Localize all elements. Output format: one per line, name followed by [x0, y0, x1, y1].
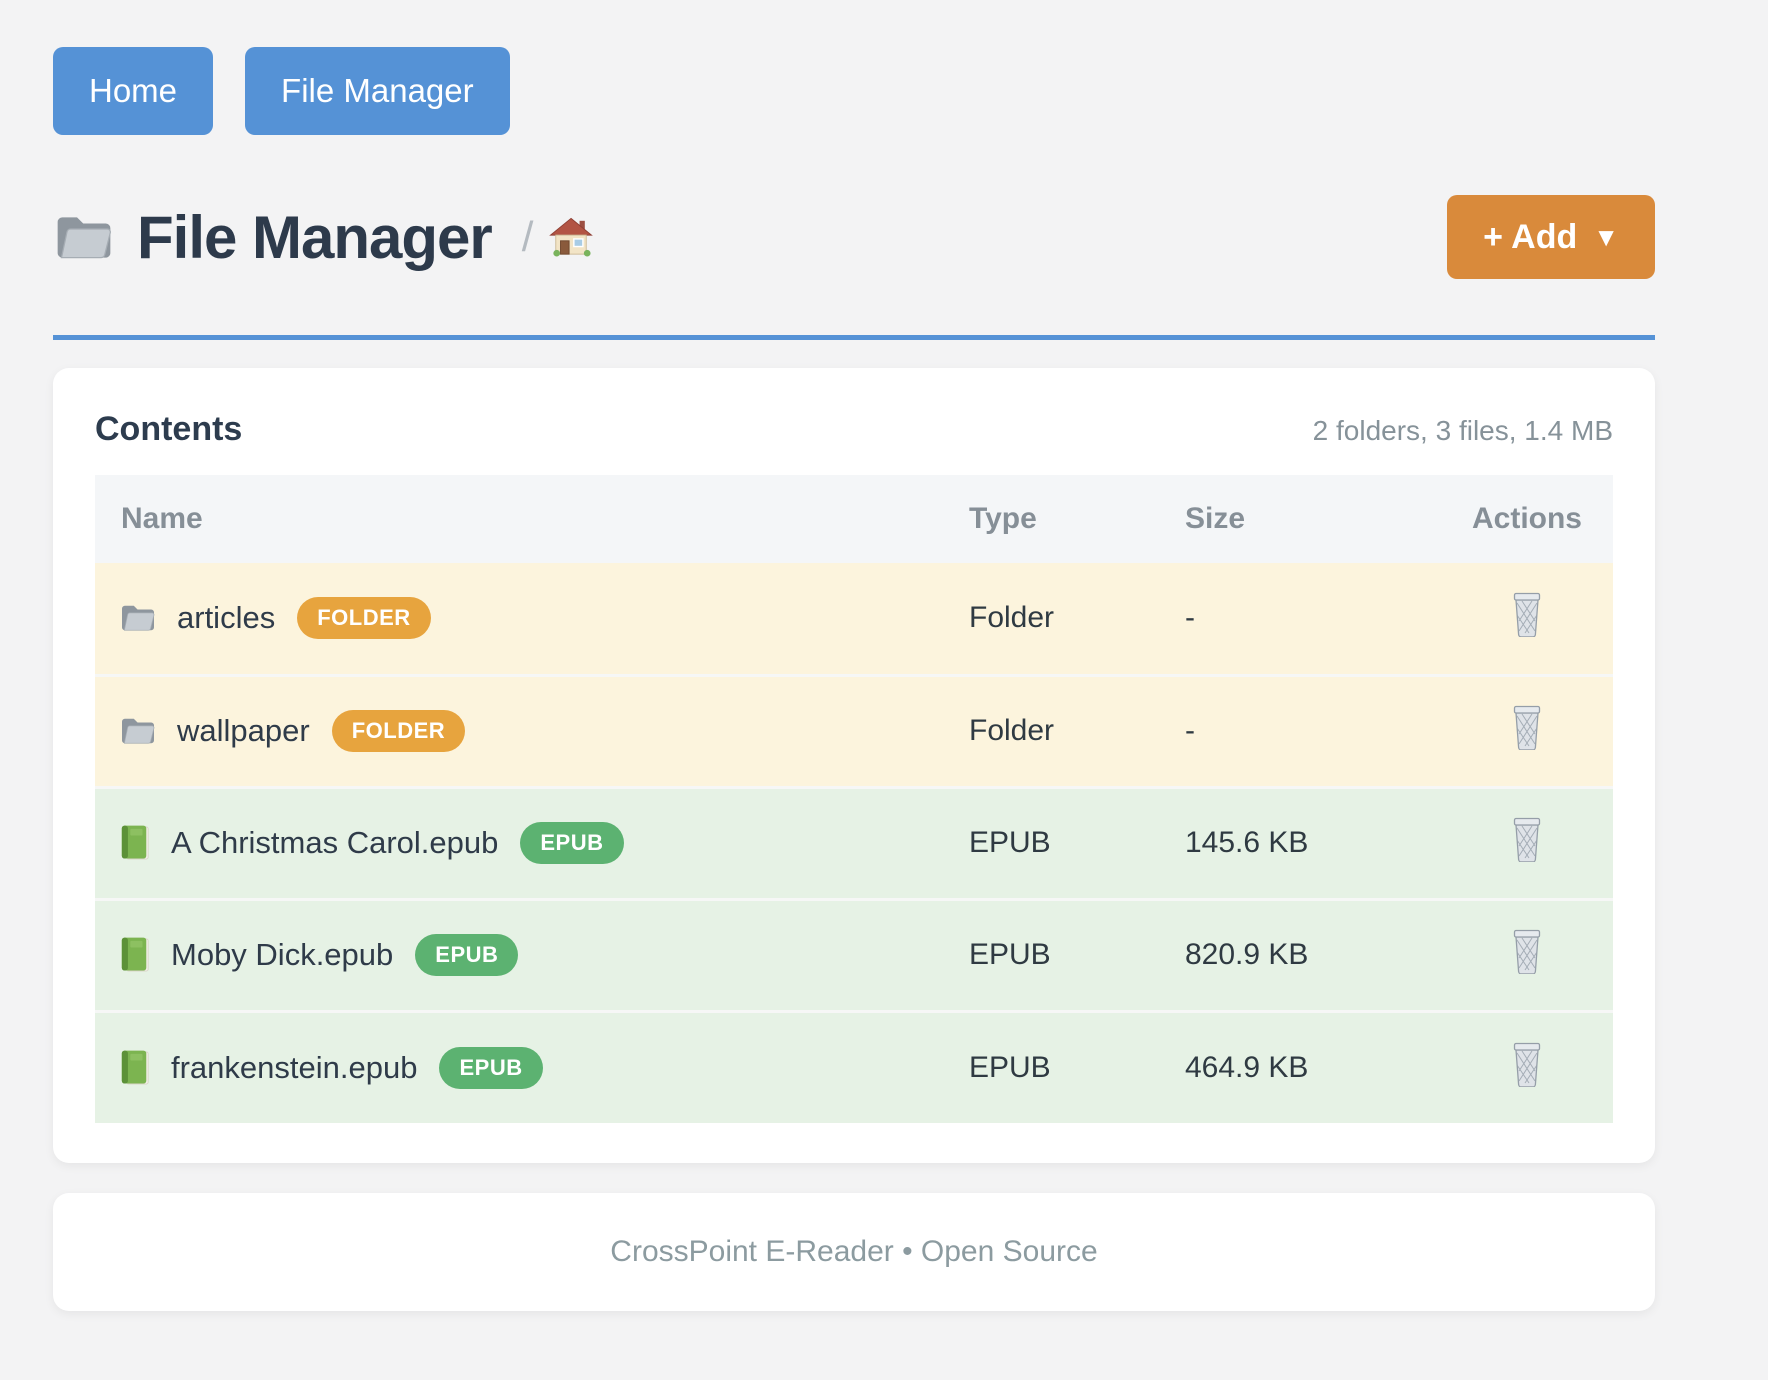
nav-file-manager-button[interactable]: File Manager: [245, 47, 510, 135]
size-cell: -: [1185, 714, 1195, 747]
folder-icon: [119, 715, 157, 747]
trash-icon: [1509, 1041, 1545, 1087]
file-table-body: articles FOLDER Folder -: [95, 563, 1613, 1123]
contents-heading: Contents: [95, 410, 243, 448]
file-type-badge: EPUB: [520, 822, 624, 864]
size-cell: 820.9 KB: [1185, 938, 1309, 971]
table-row: A Christmas Carol.epub EPUB EPUB 145.6 K…: [95, 787, 1613, 899]
delete-button[interactable]: [1509, 816, 1545, 862]
column-header-name: Name: [95, 475, 969, 563]
page-container: Home File Manager File Manager /: [53, 0, 1655, 1311]
add-button-label: + Add: [1483, 217, 1578, 256]
column-header-size: Size: [1185, 475, 1441, 563]
delete-button[interactable]: [1509, 591, 1545, 638]
actions-cell: [1441, 1011, 1613, 1123]
folder-icon: [119, 602, 157, 634]
contents-card: Contents 2 folders, 3 files, 1.4 MB Name…: [53, 368, 1655, 1163]
actions-cell: [1441, 563, 1613, 675]
file-name-link[interactable]: Moby Dick.epub: [171, 937, 394, 972]
name-cell: frankenstein.epub EPUB: [95, 1011, 969, 1123]
actions-cell: [1441, 899, 1613, 1011]
footer-card: CrossPoint E-Reader • Open Source: [53, 1193, 1655, 1311]
green-book-icon: [119, 824, 151, 862]
table-header-row: Name Type Size Actions: [95, 475, 1613, 563]
folder-icon: [53, 211, 115, 264]
name-cell: articles FOLDER: [95, 563, 969, 675]
trash-icon: [1509, 928, 1545, 974]
green-book-icon: [119, 936, 151, 974]
type-cell: EPUB: [969, 1050, 1051, 1084]
footer-text: CrossPoint E-Reader • Open Source: [610, 1235, 1098, 1268]
file-name-link[interactable]: wallpaper: [177, 713, 310, 748]
table-row: frankenstein.epub EPUB EPUB 464.9 KB: [95, 1011, 1613, 1123]
file-type-badge: FOLDER: [297, 597, 431, 640]
page-title: File Manager: [137, 203, 493, 271]
column-header-type: Type: [969, 475, 1185, 563]
table-row: articles FOLDER Folder -: [95, 563, 1613, 675]
size-cell: -: [1185, 601, 1195, 635]
contents-summary: 2 folders, 3 files, 1.4 MB: [1312, 415, 1613, 446]
caret-down-icon: ▼: [1593, 221, 1619, 252]
trash-icon: [1509, 704, 1545, 750]
file-type-badge: EPUB: [415, 934, 519, 976]
file-table: Name Type Size Actions: [95, 475, 1613, 1123]
nav-home-button[interactable]: Home: [53, 47, 214, 135]
name-cell: wallpaper FOLDER: [95, 675, 969, 787]
contents-card-header: Contents 2 folders, 3 files, 1.4 MB: [95, 410, 1613, 449]
house-icon: [549, 217, 594, 257]
type-cell: Folder: [969, 714, 1055, 747]
green-book-icon: [119, 1049, 151, 1087]
file-name-link[interactable]: frankenstein.epub: [171, 1049, 418, 1085]
trash-icon: [1509, 591, 1545, 638]
page-header: File Manager / + Add ▼: [53, 195, 1655, 279]
name-cell: A Christmas Carol.epub EPUB: [95, 787, 969, 899]
delete-button[interactable]: [1509, 1041, 1545, 1087]
page-title-group: File Manager /: [53, 203, 1447, 272]
actions-cell: [1441, 787, 1613, 899]
top-nav: Home File Manager: [53, 0, 1655, 135]
type-cell: EPUB: [969, 826, 1051, 859]
breadcrumb-separator: /: [521, 213, 534, 260]
name-cell: Moby Dick.epub EPUB: [95, 899, 969, 1011]
type-cell: EPUB: [969, 938, 1051, 971]
column-header-actions: Actions: [1441, 475, 1613, 563]
delete-button[interactable]: [1509, 704, 1545, 750]
file-name-link[interactable]: articles: [177, 600, 276, 636]
table-row: Moby Dick.epub EPUB EPUB 820.9 KB: [95, 899, 1613, 1011]
title-underline: [53, 335, 1655, 340]
table-row: wallpaper FOLDER Folder -: [95, 675, 1613, 787]
breadcrumb-home-link[interactable]: [549, 217, 594, 257]
size-cell: 464.9 KB: [1185, 1050, 1309, 1084]
file-type-badge: EPUB: [439, 1046, 543, 1089]
file-name-link[interactable]: A Christmas Carol.epub: [171, 825, 499, 860]
trash-icon: [1509, 816, 1545, 862]
type-cell: Folder: [969, 601, 1055, 635]
delete-button[interactable]: [1509, 928, 1545, 974]
size-cell: 145.6 KB: [1185, 826, 1309, 859]
file-type-badge: FOLDER: [331, 710, 466, 752]
actions-cell: [1441, 675, 1613, 787]
add-button[interactable]: + Add ▼: [1447, 195, 1655, 279]
